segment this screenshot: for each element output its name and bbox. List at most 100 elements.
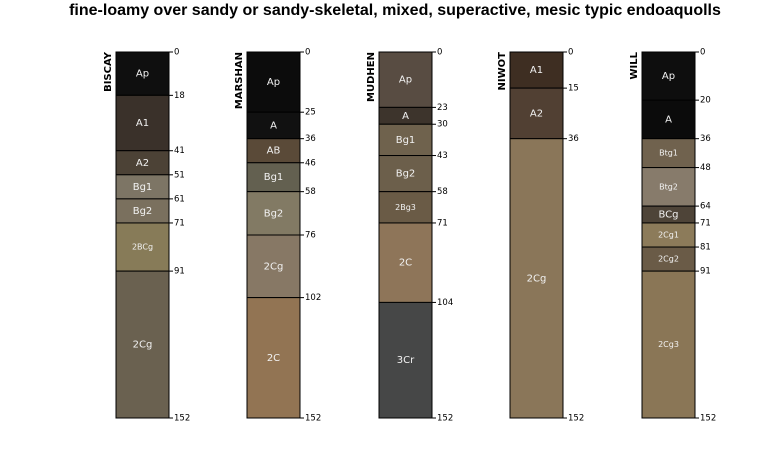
horizon-bg1 (115, 174, 170, 200)
depth-label: 71 (437, 218, 448, 228)
horizon-label: A (402, 111, 409, 122)
horizon-label: 3Cr (397, 355, 415, 366)
horizon-bg1 (246, 162, 301, 193)
depth-label: 71 (700, 218, 711, 228)
horizon-label: Bg1 (264, 172, 284, 183)
horizon-a2 (509, 87, 564, 140)
horizon-ab (246, 138, 301, 164)
horizon-3cr (378, 301, 433, 419)
depth-label: 152 (568, 414, 584, 424)
depth-label: 61 (174, 194, 185, 204)
horizon-label: BCg (658, 210, 678, 221)
horizon-label: 2Cg (527, 273, 547, 284)
depth-label: 51 (174, 170, 185, 180)
depth-label: 71 (174, 218, 185, 228)
profile-marshan: Ap A AB Bg1 Bg2 2Cg 2C 0 25 36 46 58 76 102 152 MARSHAN (234, 48, 321, 424)
horizon-a2 (115, 150, 170, 176)
profile-biscay: Ap A1 A2 Bg1 Bg2 2BCg 2Cg 0 18 41 51 61 71 91 152 BISCA… (103, 48, 190, 424)
depth-label: 102 (305, 293, 321, 303)
horizon-label: Ap (662, 71, 675, 82)
horizon-ap (641, 51, 696, 101)
horizon-label: Bg2 (264, 208, 284, 219)
depth-label: 18 (174, 91, 185, 101)
depth-label: 30 (437, 120, 448, 130)
depth-label: 25 (305, 108, 316, 118)
profile-niwot: A1 A2 2Cg 0 15 36 152 NIWOT (497, 48, 584, 424)
depth-label: 91 (174, 267, 185, 277)
depth-label: 0 (174, 48, 179, 58)
depth-label: 0 (568, 48, 573, 58)
depth-label: 152 (437, 414, 453, 424)
depth-label: 46 (305, 158, 316, 168)
horizon-2cg (115, 270, 170, 419)
horizon-label: 2Cg1 (658, 231, 679, 240)
horizon-label: Bg2 (396, 169, 416, 180)
horizon-2cg (246, 234, 301, 299)
horizon-2cg1 (641, 222, 696, 248)
horizon-label: Btg1 (659, 149, 678, 158)
depth-label: 41 (174, 146, 185, 156)
depth-label: 36 (700, 134, 711, 144)
horizon-label: A1 (136, 118, 149, 129)
horizon-label: A (270, 120, 277, 131)
horizon-label: A2 (530, 108, 543, 119)
horizon-ap (115, 51, 170, 96)
horizon-label: 2C (267, 353, 280, 364)
horizon-label: Ap (399, 75, 412, 86)
horizon-2cg3 (641, 270, 696, 419)
horizon-label: A2 (136, 158, 149, 169)
horizon-2cg (509, 138, 564, 419)
horizon-label: 2Bg3 (395, 203, 416, 212)
depth-label: 0 (305, 48, 310, 58)
depth-label: 91 (700, 267, 711, 277)
horizon-label: AB (267, 146, 281, 157)
depth-label: 58 (437, 187, 448, 197)
depth-label: 0 (437, 48, 442, 58)
chart-title: fine-loamy over sandy or sandy-skeletal,… (69, 2, 721, 19)
horizon-label: Bg1 (133, 182, 153, 193)
depth-label: 20 (700, 96, 711, 106)
depth-label: 15 (568, 84, 579, 94)
profile-mudhen: Ap A Bg1 Bg2 2Bg3 2C 3Cr 0 23 30 43 58 71 104 152 MUDHE… (366, 48, 453, 424)
profile-name: WILL (629, 51, 640, 79)
horizon-2c (246, 297, 301, 419)
horizon-label: 2Cg (264, 261, 284, 272)
depth-label: 43 (437, 151, 448, 161)
horizon-label: A (665, 114, 672, 125)
horizon-label: Ap (267, 77, 280, 88)
horizon-bg1 (378, 123, 433, 157)
horizon-label: Bg1 (396, 135, 416, 146)
horizon-ap (246, 51, 301, 113)
horizon-label: Btg2 (659, 182, 678, 191)
profile-name: MUDHEN (366, 52, 377, 102)
horizon-2bg3 (378, 191, 433, 224)
depth-label: 152 (305, 414, 321, 424)
depth-label: 64 (700, 202, 711, 212)
depth-label: 0 (700, 48, 705, 58)
depth-label: 36 (305, 134, 316, 144)
depth-label: 104 (437, 298, 453, 308)
depth-label: 76 (305, 231, 316, 241)
profile-name: MARSHAN (234, 52, 245, 109)
horizon-label: Ap (136, 69, 149, 80)
horizon-label: 2BCg (132, 243, 153, 252)
horizon-label: 2Cg3 (658, 340, 679, 349)
horizon-bg2 (378, 155, 433, 193)
depth-label: 152 (700, 414, 716, 424)
depth-label: 23 (437, 103, 448, 113)
horizon-label: Bg2 (133, 206, 153, 217)
horizon-2cg2 (641, 246, 696, 272)
depth-label: 58 (305, 187, 316, 197)
depth-label: 48 (700, 163, 711, 173)
horizon-label: A1 (530, 65, 543, 76)
horizon-ap (378, 51, 433, 108)
depth-label: 152 (174, 414, 190, 424)
profile-name: NIWOT (497, 52, 508, 91)
horizon-label: 2Cg2 (658, 255, 679, 264)
horizon-label: 2Cg (133, 340, 153, 351)
horizon-label: 2C (399, 258, 412, 269)
profile-name: BISCAY (103, 51, 114, 92)
depth-label: 81 (700, 243, 711, 253)
horizon-a (246, 111, 301, 140)
